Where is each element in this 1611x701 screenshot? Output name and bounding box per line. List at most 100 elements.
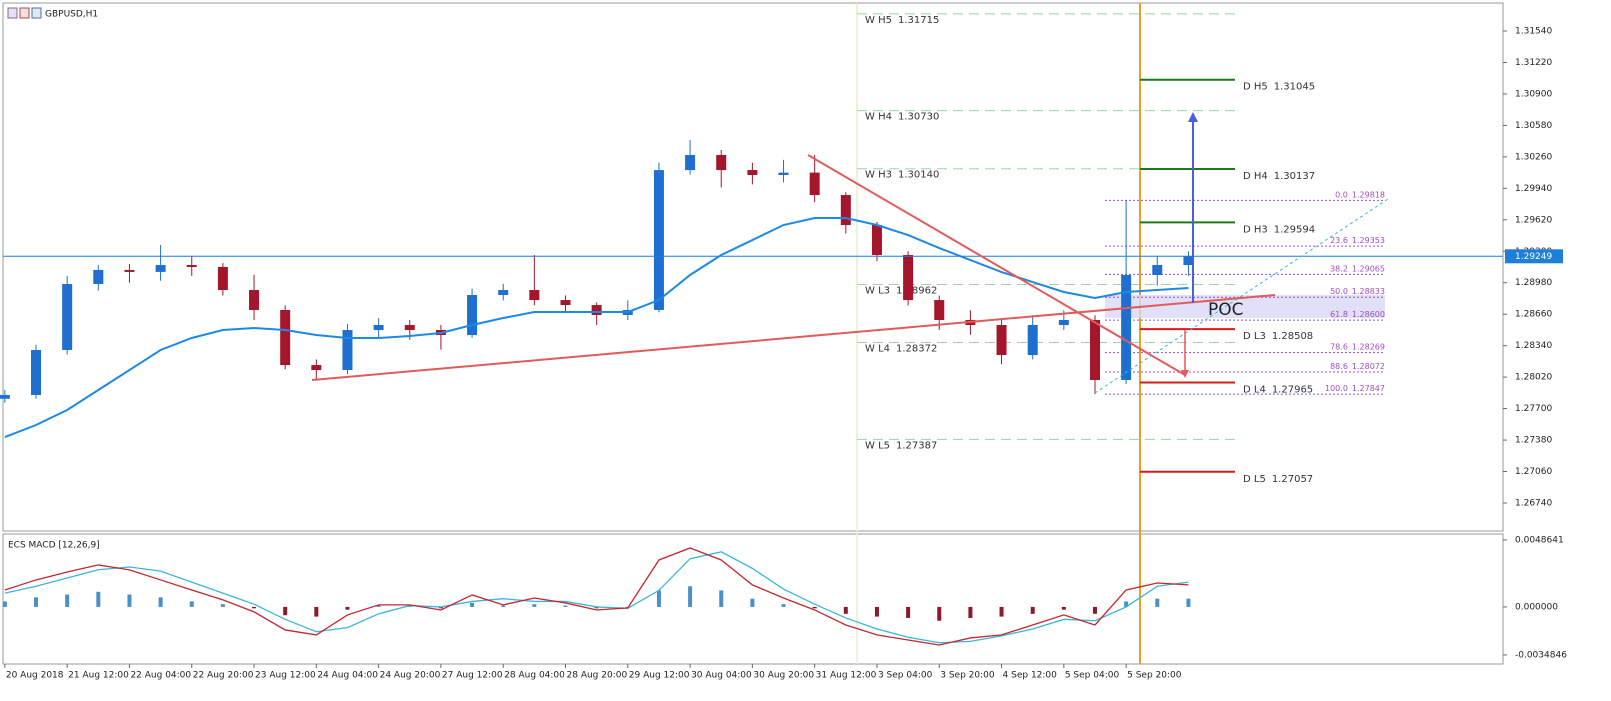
candle-body — [1027, 325, 1038, 356]
candle-body — [217, 267, 228, 291]
level-price: 1.28962 — [896, 286, 937, 297]
level-name: W H5 — [865, 15, 892, 26]
macd-histogram-bar — [438, 606, 443, 609]
candle-body — [716, 155, 727, 171]
weekly-level-label: W L3 1.28962 — [865, 286, 937, 297]
candle-body — [560, 300, 571, 306]
trend-line — [807, 154, 1186, 376]
weekly-level-label: W H3 1.30140 — [865, 170, 939, 181]
y-tick-label: 1.31540 — [1515, 27, 1552, 37]
candle-body — [311, 365, 322, 371]
x-tick-label: 21 Aug 12:00 — [68, 671, 129, 681]
level-price: 1.30730 — [898, 112, 939, 123]
x-tick-label: 30 Aug 20:00 — [753, 671, 814, 681]
level-name: W L5 — [865, 440, 890, 451]
macd-histogram-bar — [1061, 606, 1066, 610]
candle-body — [1058, 320, 1069, 326]
candle-body — [809, 172, 820, 196]
macd-histogram-bar — [874, 606, 879, 617]
y-tick-label: 1.27380 — [1515, 436, 1552, 446]
fib-label: 23.6 1.29353 — [1330, 236, 1385, 245]
x-tick-label: 23 Aug 12:00 — [255, 671, 316, 681]
arrow-head — [1181, 370, 1189, 378]
fib-price: 1.27847 — [1352, 384, 1385, 393]
macd-histogram-bar — [189, 601, 194, 607]
fib-price: 1.29353 — [1352, 236, 1385, 245]
fib-price: 1.28072 — [1352, 362, 1385, 371]
level-name: D L3 — [1243, 331, 1266, 342]
candle-body — [186, 265, 197, 268]
macd-macd-line — [4, 547, 1189, 646]
candle-body — [467, 295, 478, 336]
macd-histogram-bar — [719, 590, 724, 607]
candle-body — [653, 170, 664, 310]
macd-histogram-bar — [781, 604, 786, 607]
macd-histogram-bar — [1186, 598, 1191, 607]
macd-panel — [2, 533, 1504, 665]
candle-body — [62, 284, 73, 350]
fib-ratio: 100.0 — [1325, 384, 1348, 393]
last-price-box — [1505, 249, 1563, 264]
level-name: D L5 — [1243, 474, 1266, 485]
candle-body — [404, 325, 415, 331]
level-price: 1.31045 — [1274, 82, 1315, 93]
x-tick-label: 27 Aug 12:00 — [442, 671, 503, 681]
level-name: D H3 — [1243, 224, 1268, 235]
macd-histogram-bar — [158, 597, 163, 607]
fib-price: 1.28600 — [1352, 310, 1385, 319]
y-tick-label: 1.28660 — [1515, 310, 1552, 320]
macd-histogram-bar — [220, 604, 225, 607]
daily-level-label: D H3 1.29594 — [1243, 224, 1315, 235]
fib-label: 88.6 1.28072 — [1330, 362, 1385, 371]
x-tick-label: 3 Sep 20:00 — [940, 671, 995, 681]
x-tick-label: 20 Aug 2018 — [6, 671, 64, 681]
x-tick-label: 3 Sep 04:00 — [878, 671, 933, 681]
level-name: W L3 — [865, 286, 890, 297]
y-tick-label: 1.27060 — [1515, 467, 1552, 477]
macd-histogram-bar — [688, 586, 693, 607]
daily-level-label: D L4 1.27965 — [1243, 385, 1313, 396]
candle-body — [155, 265, 166, 272]
macd-histogram-bar — [376, 605, 381, 607]
fib-price: 1.28833 — [1352, 287, 1385, 296]
fib-label: 50.0 1.28833 — [1330, 287, 1385, 296]
macd-histogram-bar — [750, 598, 755, 607]
fib-ratio: 88.6 — [1330, 362, 1348, 371]
candle-body — [871, 225, 882, 256]
fib-ratio: 78.6 — [1330, 342, 1348, 351]
fib-ratio: 38.2 — [1330, 264, 1348, 273]
x-tick-label: 30 Aug 04:00 — [691, 671, 752, 681]
macd-signal-line — [4, 551, 1189, 644]
macd-histogram-bar — [937, 606, 942, 621]
symbol-title: GBPUSD,H1 — [45, 10, 98, 20]
candle-body — [280, 309, 291, 366]
macd-histogram-bar — [470, 602, 475, 607]
level-price: 1.28508 — [1272, 331, 1313, 342]
main-layer: 1.31540 1.31220 1.30900 1.30580 1.30260 1.299… — [0, 13, 1567, 681]
y-tick-label: 1.27700 — [1515, 404, 1552, 414]
y-tick-label: 1.30900 — [1515, 89, 1552, 99]
macd-histogram-bar — [532, 604, 537, 607]
weekly-level-label: W L4 1.28372 — [865, 344, 937, 355]
level-name: W L4 — [865, 344, 890, 355]
macd-histogram-bar — [407, 605, 412, 607]
y-tick-label: 0.0048641 — [1515, 535, 1564, 545]
poc-label: POC — [1208, 300, 1244, 320]
window-icon — [19, 7, 30, 19]
y-tick-label: 1.28020 — [1515, 373, 1552, 383]
macd-histogram-bar — [843, 606, 848, 614]
trend-line — [311, 294, 1276, 381]
macd-histogram-bar — [1155, 598, 1160, 607]
macd-histogram-bar — [999, 606, 1004, 617]
x-tick-label: 29 Aug 12:00 — [629, 671, 690, 681]
main-panel — [2, 2, 1504, 532]
y-tick-label: 1.29620 — [1515, 215, 1552, 225]
x-tick-label: 28 Aug 20:00 — [567, 671, 628, 681]
macd-histogram-bar — [34, 597, 39, 607]
fib-ratio: 23.6 — [1330, 236, 1348, 245]
y-tick-label: 1.30260 — [1515, 152, 1552, 162]
fib-baseline — [1094, 198, 1389, 394]
last-price-label: 1.29249 — [1515, 252, 1552, 262]
macd-histogram-bar — [563, 605, 568, 607]
x-tick-label: 31 Aug 12:00 — [816, 671, 877, 681]
